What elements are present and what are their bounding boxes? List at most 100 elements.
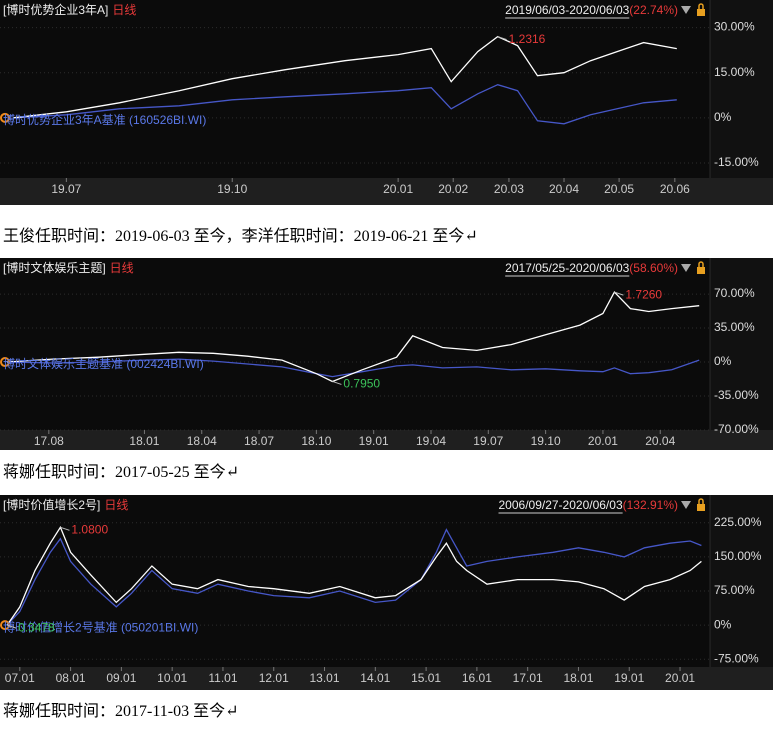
x-tick-label: 20.04 — [549, 182, 579, 196]
legend-label: 博时文体娱乐主题基准 (002424BI.WI) — [3, 356, 204, 371]
x-axis-bar — [0, 430, 773, 450]
y-tick-label: 150.00% — [714, 549, 762, 563]
start-marker — [0, 357, 10, 368]
plot-background — [0, 258, 710, 430]
x-tick-label: 18.01 — [129, 434, 159, 448]
annotation: 0.7950 — [343, 377, 380, 391]
y-tick-label: -35.00% — [714, 388, 759, 402]
x-tick-label: 08.01 — [56, 671, 86, 685]
annotation-leader — [614, 291, 624, 296]
x-tick-label: 20.06 — [660, 182, 690, 196]
lock-icon — [697, 267, 705, 274]
legend-label: 博时价值增长2号基准 (050201BI.WI) — [3, 619, 198, 634]
annotation: 1.2316 — [509, 32, 546, 46]
x-tick-label: 19.07 — [473, 434, 503, 448]
lock-shackle — [698, 3, 704, 9]
x-tick-label: 20.05 — [604, 182, 634, 196]
x-tick-label: 18.01 — [563, 671, 593, 685]
x-tick-label: 20.01 — [665, 671, 695, 685]
caption: 王俊任职时间：2019-06-03 至今，李洋任职时间：2019-06-21 至… — [3, 228, 478, 245]
lock-icon — [697, 9, 705, 16]
x-tick-label: 12.01 — [259, 671, 289, 685]
frequency-label: 日线 — [112, 3, 136, 17]
x-tick-label: 17.01 — [513, 671, 543, 685]
chart-panel: 30.00% 15.00% 0% -15.00% 19.07 19.10 20.01 20.0… — [0, 0, 773, 205]
y-tick-label: 30.00% — [714, 20, 755, 34]
y-tick-label: -15.00% — [714, 155, 759, 169]
chart-title: [博时文体娱乐主题] — [3, 260, 106, 275]
annotation-leader — [497, 36, 507, 41]
x-tick-label: 18.10 — [301, 434, 331, 448]
frequency-label: 日线 — [110, 261, 134, 275]
period: 2017/05/25-2020/06/03 — [505, 261, 629, 275]
annotation-leader — [6, 624, 17, 629]
x-tick-label: 09.01 — [106, 671, 136, 685]
x-tick-label: 10.01 — [157, 671, 187, 685]
chart-title: [博时价值增长2号] — [3, 497, 100, 512]
x-tick-label: 20.04 — [645, 434, 675, 448]
dropdown-icon — [681, 264, 691, 272]
y-tick-label: 225.00% — [714, 515, 762, 529]
lock-shackle — [698, 261, 704, 267]
annotation: 0.3478 — [18, 620, 55, 634]
annotation: 1.0800 — [71, 522, 108, 536]
x-tick-label: 19.07 — [51, 182, 81, 196]
annotation: 1.7260 — [625, 287, 662, 301]
y-tick-label: -75.00% — [714, 651, 759, 665]
y-tick-label: 0% — [714, 354, 732, 368]
x-tick-label: 20.01 — [588, 434, 618, 448]
x-tick-label: 11.01 — [208, 671, 237, 685]
start-marker — [0, 112, 10, 123]
period-return: (58.60%) — [629, 261, 678, 275]
lock-icon — [697, 504, 705, 511]
x-tick-label: 19.10 — [217, 182, 247, 196]
x-axis-bar — [0, 667, 773, 690]
x-tick-label: 20.03 — [494, 182, 524, 196]
plot-background — [0, 495, 710, 667]
series-line — [6, 358, 700, 378]
lock-shackle — [698, 498, 704, 504]
y-tick-label: 70.00% — [714, 286, 755, 300]
dropdown-icon — [681, 501, 691, 509]
period-return: (22.74%) — [629, 3, 678, 17]
y-tick-label: 0% — [714, 617, 732, 631]
caption: 蒋娜任职时间：2017-05-25 至今↵ — [3, 464, 240, 481]
caption: 蒋娜任职时间：2017-11-03 至今↵ — [3, 703, 239, 720]
x-tick-label: 20.01 — [383, 182, 413, 196]
chart-panel: 70.00% 35.00% 0% -35.00% -70.00% 17.08 18.01 18… — [0, 258, 773, 450]
period: 2006/09/27-2020/06/03 — [499, 498, 623, 512]
y-tick-label: 75.00% — [714, 583, 755, 597]
x-tick-label: 16.01 — [462, 671, 492, 685]
plot-background — [0, 0, 710, 178]
frequency-label: 日线 — [104, 498, 128, 512]
series-line — [13, 84, 677, 125]
x-tick-label: 19.04 — [416, 434, 446, 448]
y-tick-label: 15.00% — [714, 65, 755, 79]
period: 2019/06/03-2020/06/03 — [505, 3, 629, 17]
x-tick-label: 20.02 — [438, 182, 468, 196]
period-return: (132.91%) — [623, 498, 678, 512]
x-tick-label: 19.01 — [614, 671, 644, 685]
legend-label: 博时优势企业3年A基准 (160526BI.WI) — [3, 112, 206, 127]
series-line — [6, 291, 700, 383]
x-tick-label: 18.07 — [244, 434, 274, 448]
x-tick-label: 17.08 — [34, 434, 64, 448]
chart-title: [博时优势企业3年A] — [3, 2, 108, 17]
y-tick-label: 35.00% — [714, 320, 755, 334]
x-tick-label: 13.01 — [310, 671, 340, 685]
chart-panel: 225.00% 150.00% 75.00% 0% -75.00% 07.01 08.01 0… — [0, 495, 773, 690]
x-tick-label: 14.01 — [360, 671, 390, 685]
series-line — [6, 525, 702, 626]
x-tick-label: 07.01 — [5, 671, 35, 685]
y-tick-label: 0% — [714, 110, 732, 124]
y-tick-label: -70.00% — [714, 422, 759, 436]
x-tick-label: 19.10 — [531, 434, 561, 448]
annotation-leader — [60, 526, 70, 531]
series-line — [6, 528, 702, 626]
start-marker — [0, 620, 10, 631]
x-tick-label: 18.04 — [187, 434, 217, 448]
x-tick-label: 15.01 — [411, 671, 441, 685]
dropdown-icon — [681, 6, 691, 14]
annotation-leader — [332, 380, 342, 385]
